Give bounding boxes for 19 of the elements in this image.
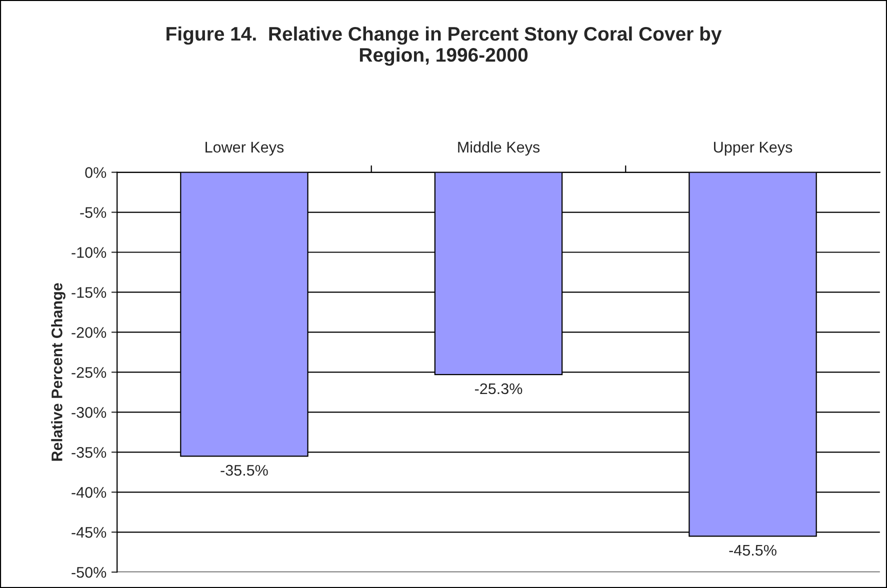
y-tick-label: -50% — [72, 566, 106, 578]
y-tick-label: -15% — [72, 287, 106, 298]
y-tick-label: -45% — [72, 527, 106, 538]
y-tick-label: -25% — [72, 367, 106, 378]
x-tick-label: Lower Keys — [206, 142, 284, 156]
y-tick-label: -30% — [72, 407, 106, 418]
y-tick-label: -35% — [72, 447, 106, 458]
data-label: -35.5% — [220, 464, 268, 476]
y-tick-label: -10% — [72, 247, 106, 258]
y-tick-label: -5% — [80, 207, 106, 218]
x-tick-label: Middle Keys — [458, 141, 540, 156]
data-label: -45.5% — [729, 544, 776, 556]
y-tick-label: -40% — [72, 487, 106, 498]
x-tick-label: Upper Keys — [714, 142, 792, 156]
y-tick-label: 0% — [85, 167, 106, 178]
y-tick-label: -20% — [72, 327, 106, 338]
y-axis-title: Relative Percent Change — [51, 283, 66, 461]
chart-title: Figure 14. Relative Change in Percent Stony Coral Cover by Region, 1996-2000 — [166, 26, 722, 66]
data-label: -25.3% — [474, 383, 522, 394]
